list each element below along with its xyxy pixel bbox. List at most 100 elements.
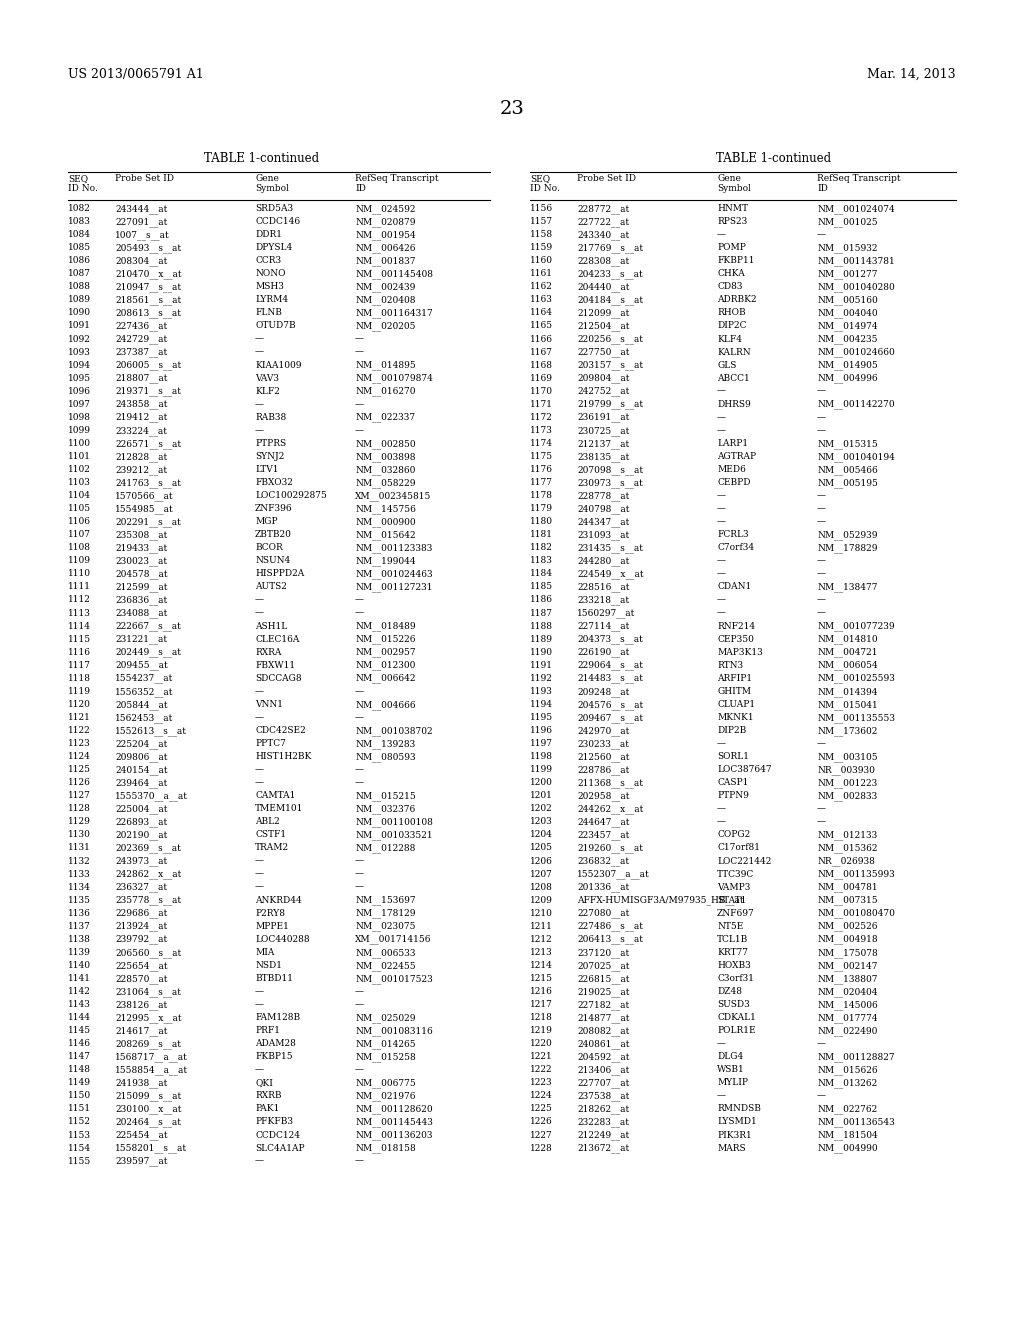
Text: 227436__at: 227436__at: [115, 322, 167, 331]
Text: NM__178829: NM__178829: [817, 544, 878, 553]
Text: 1188: 1188: [530, 622, 553, 631]
Text: 1138: 1138: [68, 935, 91, 944]
Text: 1134: 1134: [68, 883, 91, 891]
Text: 244347__at: 244347__at: [577, 517, 630, 527]
Text: —: —: [817, 504, 826, 513]
Text: QKI: QKI: [255, 1078, 272, 1088]
Text: 1101: 1101: [68, 451, 91, 461]
Text: NM__005195: NM__005195: [817, 478, 878, 487]
Text: 1154: 1154: [68, 1143, 91, 1152]
Text: ZBTB20: ZBTB20: [255, 531, 292, 540]
Text: 231435__s__at: 231435__s__at: [577, 544, 643, 553]
Text: 1093: 1093: [68, 347, 91, 356]
Text: 225454__at: 225454__at: [115, 1130, 168, 1140]
Text: NM__015626: NM__015626: [817, 1065, 878, 1074]
Text: 207098__s__at: 207098__s__at: [577, 465, 643, 475]
Text: OTUD7B: OTUD7B: [255, 322, 296, 330]
Text: —: —: [817, 569, 826, 578]
Text: —: —: [255, 400, 264, 409]
Text: 236832__at: 236832__at: [577, 857, 629, 866]
Text: MAP3K13: MAP3K13: [717, 648, 763, 657]
Text: —: —: [355, 713, 364, 722]
Text: 208269__s__at: 208269__s__at: [115, 1039, 181, 1049]
Text: 212995__x__at: 212995__x__at: [115, 1014, 181, 1023]
Text: NM__025029: NM__025029: [355, 1014, 416, 1023]
Text: 227080__at: 227080__at: [577, 908, 630, 919]
Text: 227486__s__at: 227486__s__at: [577, 921, 643, 932]
Text: 204576__s__at: 204576__s__at: [577, 700, 643, 710]
Text: NM__175078: NM__175078: [817, 948, 878, 957]
Text: —: —: [255, 883, 264, 891]
Text: 228772__at: 228772__at: [577, 205, 630, 214]
Text: RefSeq Transcript
ID: RefSeq Transcript ID: [355, 174, 438, 194]
Text: 1190: 1190: [530, 648, 553, 657]
Text: 204184__s__at: 204184__s__at: [577, 296, 643, 305]
Text: 204440__at: 204440__at: [577, 282, 630, 292]
Text: LYSMD1: LYSMD1: [717, 1118, 757, 1126]
Text: SEQ
ID No.: SEQ ID No.: [530, 174, 560, 194]
Text: 1143: 1143: [68, 1001, 91, 1008]
Text: 1117: 1117: [68, 661, 91, 669]
Text: NM__015315: NM__015315: [817, 438, 878, 449]
Text: 1007__s__at: 1007__s__at: [115, 230, 170, 240]
Text: NM__004996: NM__004996: [817, 374, 878, 383]
Text: NM__004781: NM__004781: [817, 883, 878, 892]
Text: NM__023075: NM__023075: [355, 921, 416, 932]
Text: 213672__at: 213672__at: [577, 1143, 630, 1154]
Text: 1219: 1219: [530, 1026, 553, 1035]
Text: 224549__x__at: 224549__x__at: [577, 569, 644, 579]
Text: NM__001033521: NM__001033521: [355, 830, 432, 840]
Text: LTV1: LTV1: [255, 465, 279, 474]
Text: 1193: 1193: [530, 686, 553, 696]
Text: 202190__at: 202190__at: [115, 830, 167, 840]
Text: 1194: 1194: [530, 700, 553, 709]
Text: NM__022455: NM__022455: [355, 961, 416, 970]
Text: HIST1H2BK: HIST1H2BK: [255, 752, 311, 762]
Text: CEP350: CEP350: [717, 635, 754, 644]
Text: NM__199044: NM__199044: [355, 556, 416, 566]
Text: DZ48: DZ48: [717, 987, 742, 997]
Text: —: —: [717, 413, 726, 422]
Text: ZNF697: ZNF697: [717, 908, 755, 917]
Text: MPPE1: MPPE1: [255, 921, 289, 931]
Text: 228308__at: 228308__at: [577, 256, 630, 265]
Text: 219260__s__at: 219260__s__at: [577, 843, 643, 853]
Text: —: —: [355, 426, 364, 434]
Text: 227750__at: 227750__at: [577, 347, 630, 358]
Text: —: —: [717, 426, 726, 434]
Text: —: —: [717, 609, 726, 618]
Text: 1090: 1090: [68, 309, 91, 317]
Text: —: —: [355, 609, 364, 618]
Text: NM__002147: NM__002147: [817, 961, 878, 970]
Text: SDCCAG8: SDCCAG8: [255, 673, 302, 682]
Text: 1192: 1192: [530, 673, 553, 682]
Text: NM__022337: NM__022337: [355, 413, 415, 422]
Text: 1133: 1133: [68, 870, 91, 879]
Text: NM__001040194: NM__001040194: [817, 451, 895, 462]
Text: 204233__s__at: 204233__s__at: [577, 269, 643, 279]
Text: —: —: [717, 595, 726, 605]
Text: TTC39C: TTC39C: [717, 870, 755, 879]
Text: NM__015258: NM__015258: [355, 1052, 416, 1061]
Text: LARP1: LARP1: [717, 438, 749, 447]
Text: LYRM4: LYRM4: [255, 296, 288, 305]
Text: 1568717__a__at: 1568717__a__at: [115, 1052, 187, 1061]
Text: NM__002833: NM__002833: [817, 791, 878, 801]
Text: 1083: 1083: [68, 216, 91, 226]
Text: Probe Set ID: Probe Set ID: [577, 174, 636, 183]
Text: NM__024592: NM__024592: [355, 205, 416, 214]
Text: 1174: 1174: [530, 438, 553, 447]
Text: 1197: 1197: [530, 739, 553, 748]
Text: 1091: 1091: [68, 322, 91, 330]
Text: 232283__at: 232283__at: [577, 1118, 629, 1127]
Text: 1105: 1105: [68, 504, 91, 513]
Text: NM__001040280: NM__001040280: [817, 282, 895, 292]
Text: 236327__at: 236327__at: [115, 883, 167, 892]
Text: NONO: NONO: [255, 269, 286, 279]
Text: 1562453__at: 1562453__at: [115, 713, 173, 722]
Text: NM__015642: NM__015642: [355, 531, 416, 540]
Text: 226571__s__at: 226571__s__at: [115, 438, 181, 449]
Text: CAMTA1: CAMTA1: [255, 791, 295, 800]
Text: —: —: [255, 766, 264, 774]
Text: NM__001143781: NM__001143781: [817, 256, 895, 265]
